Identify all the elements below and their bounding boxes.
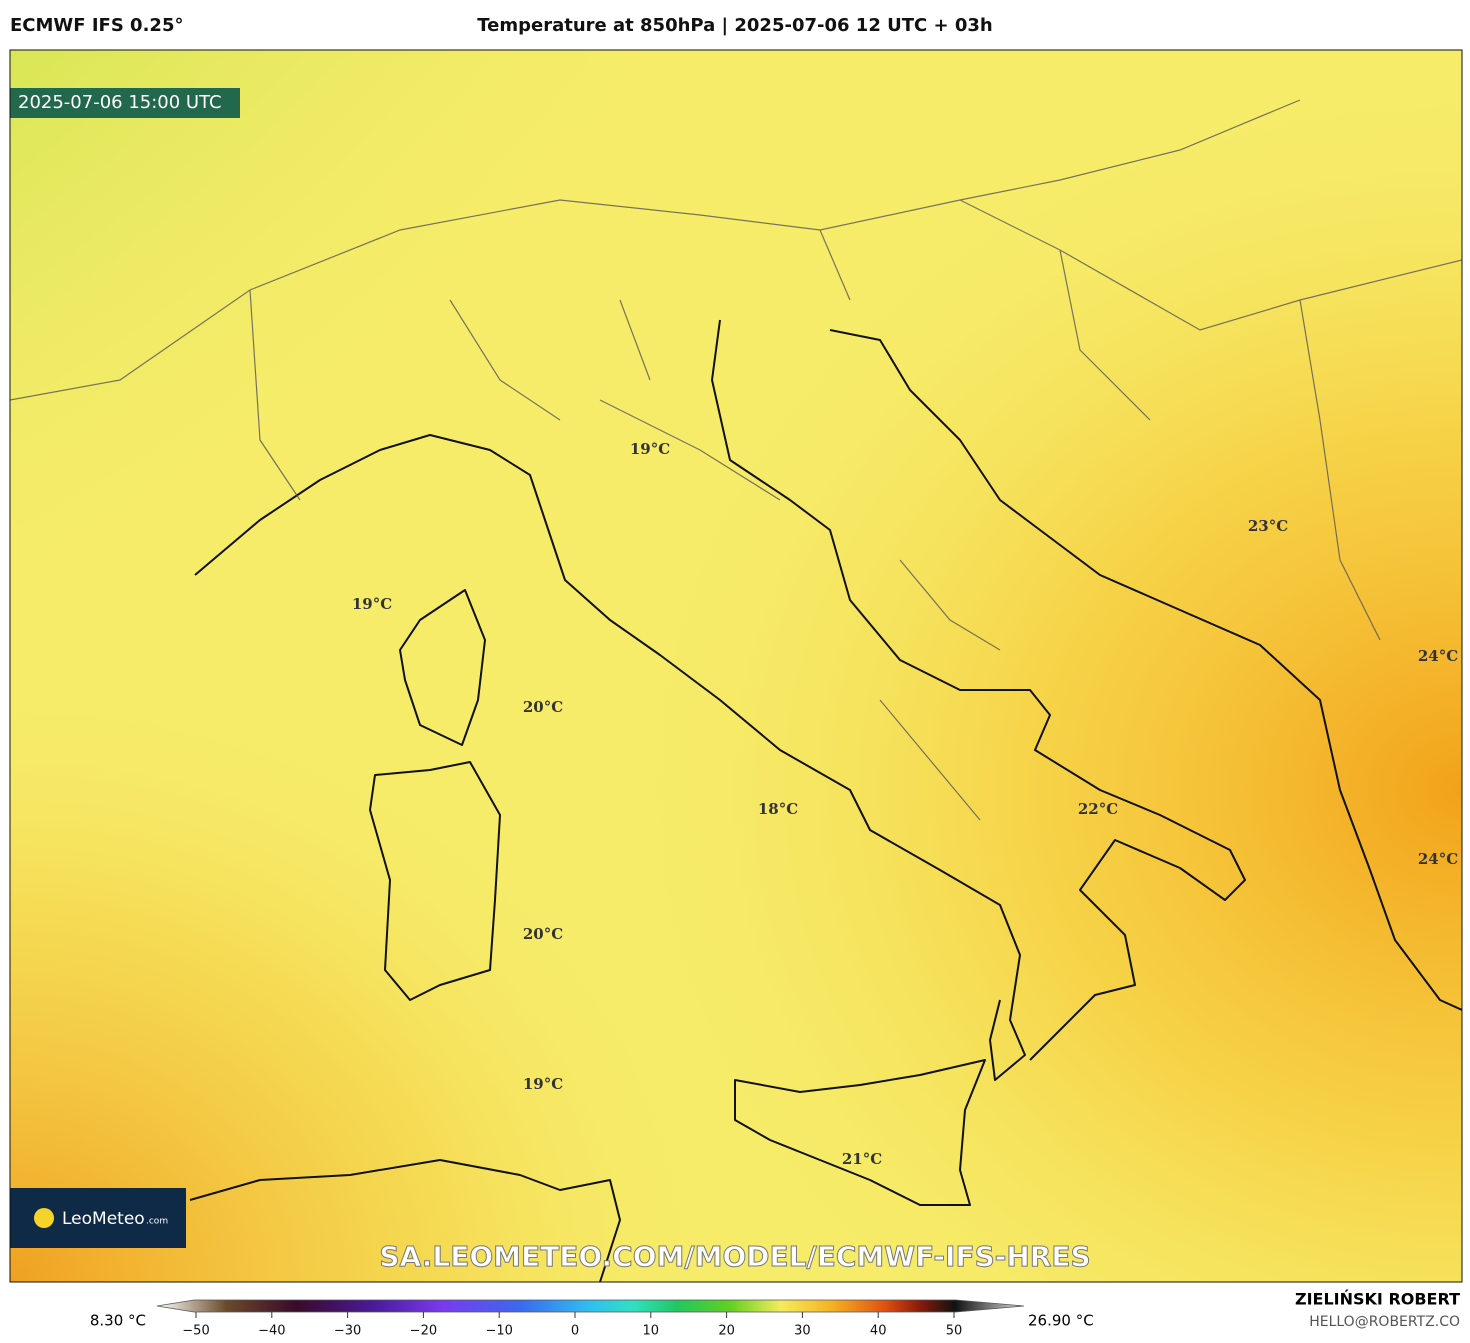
- colorbar-tick-label: 10: [643, 1324, 660, 1339]
- watermark: SA.LEOMETEO.COM/MODEL/ECMWF-IFS-HRES: [379, 1240, 1090, 1273]
- colorbar: [156, 1299, 1025, 1313]
- colorbar-tick-label: −40: [258, 1324, 285, 1339]
- temperature-label: 22°C: [1078, 800, 1118, 818]
- temperature-label: 21°C: [842, 1150, 882, 1168]
- temperature-label: 20°C: [523, 925, 563, 943]
- colorbar-tick-label: −20: [410, 1324, 437, 1339]
- sicily: [734, 1059, 986, 1206]
- colorbar-tick-label: −10: [485, 1324, 512, 1339]
- map-frame: [9, 49, 1463, 1283]
- logo-suffix: .com: [146, 1217, 168, 1227]
- colorbar-min: 8.30 °C: [90, 1312, 146, 1330]
- temperature-labels: 19°C 19°C 20°C 18°C 22°C 23°C 24°C 24°C 20°C 19°C…: [352, 440, 1458, 1168]
- colorbar-max: 26.90 °C: [1028, 1312, 1094, 1330]
- temperature-label: 18°C: [758, 800, 798, 818]
- sardinia: [369, 761, 501, 1001]
- coastline: [194, 319, 1246, 1081]
- colorbar-tick-label: 30: [794, 1324, 811, 1339]
- colorbar-tick-label: 20: [718, 1324, 735, 1339]
- temperature-label: 19°C: [523, 1075, 563, 1093]
- colorbar-tick-label: −30: [334, 1324, 361, 1339]
- colorbar-tick-label: −50: [182, 1324, 209, 1339]
- valid-time: 2025-07-06 15:00 UTC: [18, 92, 222, 113]
- temperature-label: 24°C: [1418, 850, 1458, 868]
- colorbar-ticks: −50 −40 −30 −20 −10 0 10 20 30 40 50: [182, 1312, 962, 1339]
- logo-name: LeoMeteo: [62, 1209, 145, 1229]
- author: ZIELIŃSKI ROBERT: [1295, 1290, 1460, 1309]
- colorbar-tick-label: 40: [870, 1324, 887, 1339]
- borders: [10, 99, 1462, 821]
- colorbar-tick-label: 0: [571, 1324, 579, 1339]
- temperature-label: 23°C: [1248, 517, 1288, 535]
- africa-coast: [189, 1159, 621, 1282]
- time-box: [10, 88, 240, 118]
- map-title: Temperature at 850hPa | 2025-07-06 12 UT…: [477, 15, 992, 36]
- temperature-label: 24°C: [1418, 647, 1458, 665]
- colorbar-tick-label: 50: [946, 1324, 963, 1339]
- temperature-label: 20°C: [523, 698, 563, 716]
- cool-northwest: [10, 50, 1010, 870]
- balkan-coast: [829, 329, 1462, 1011]
- temperature-label: 19°C: [630, 440, 670, 458]
- email: HELLO@ROBERTZ.CO: [1309, 1314, 1460, 1330]
- model-name: ECMWF IFS 0.25°: [10, 15, 183, 36]
- map: 2025-07-06 15:00 UTC 19°C 19°C 20°C 18°C 22°…: [10, 50, 1462, 1282]
- logo-sun: [34, 1208, 54, 1228]
- corsica: [399, 589, 486, 746]
- temperature-label: 19°C: [352, 595, 392, 613]
